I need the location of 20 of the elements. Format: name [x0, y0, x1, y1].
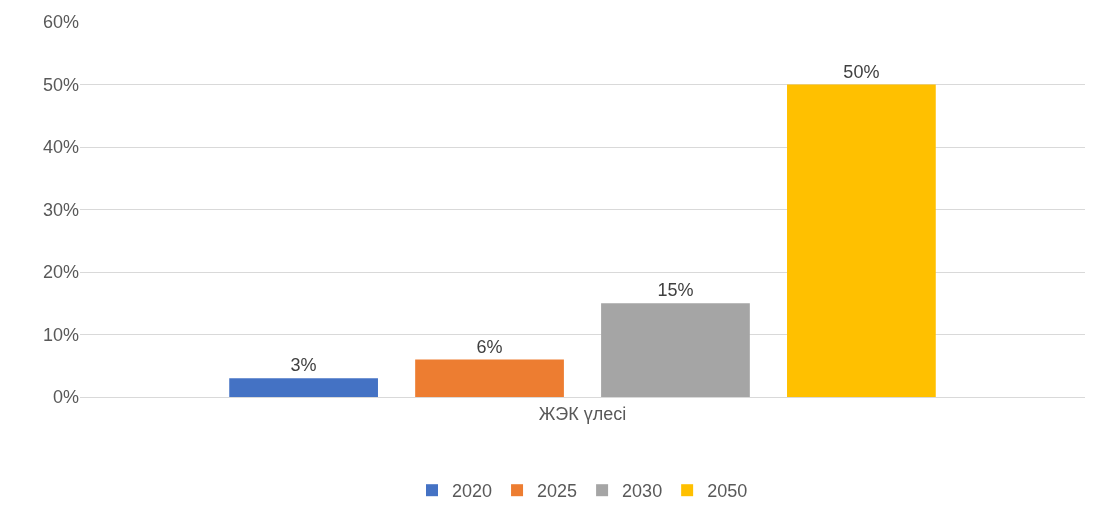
data-label: 6%	[476, 336, 503, 357]
y-tick-label: 10%	[42, 324, 79, 345]
data-label: 3%	[290, 355, 317, 376]
bar	[415, 359, 564, 397]
bar	[601, 303, 750, 397]
y-tick-label: 50%	[42, 74, 79, 95]
data-label: 50%	[843, 61, 880, 82]
y-tick-label: 20%	[42, 262, 79, 283]
x-tick-label: ЖЭК үлесі	[538, 403, 627, 424]
y-tick-label: 60%	[42, 12, 79, 33]
data-label: 15%	[657, 280, 694, 301]
legend-label: 2020	[452, 481, 493, 502]
legend-label: 2025	[537, 481, 578, 502]
bar	[229, 378, 378, 397]
y-tick-label: 0%	[52, 387, 79, 408]
bar	[787, 84, 936, 397]
y-tick-label: 40%	[42, 137, 79, 158]
y-tick-label: 30%	[42, 199, 79, 220]
legend-label: 2030	[622, 481, 663, 502]
legend-label: 2050	[707, 481, 748, 502]
